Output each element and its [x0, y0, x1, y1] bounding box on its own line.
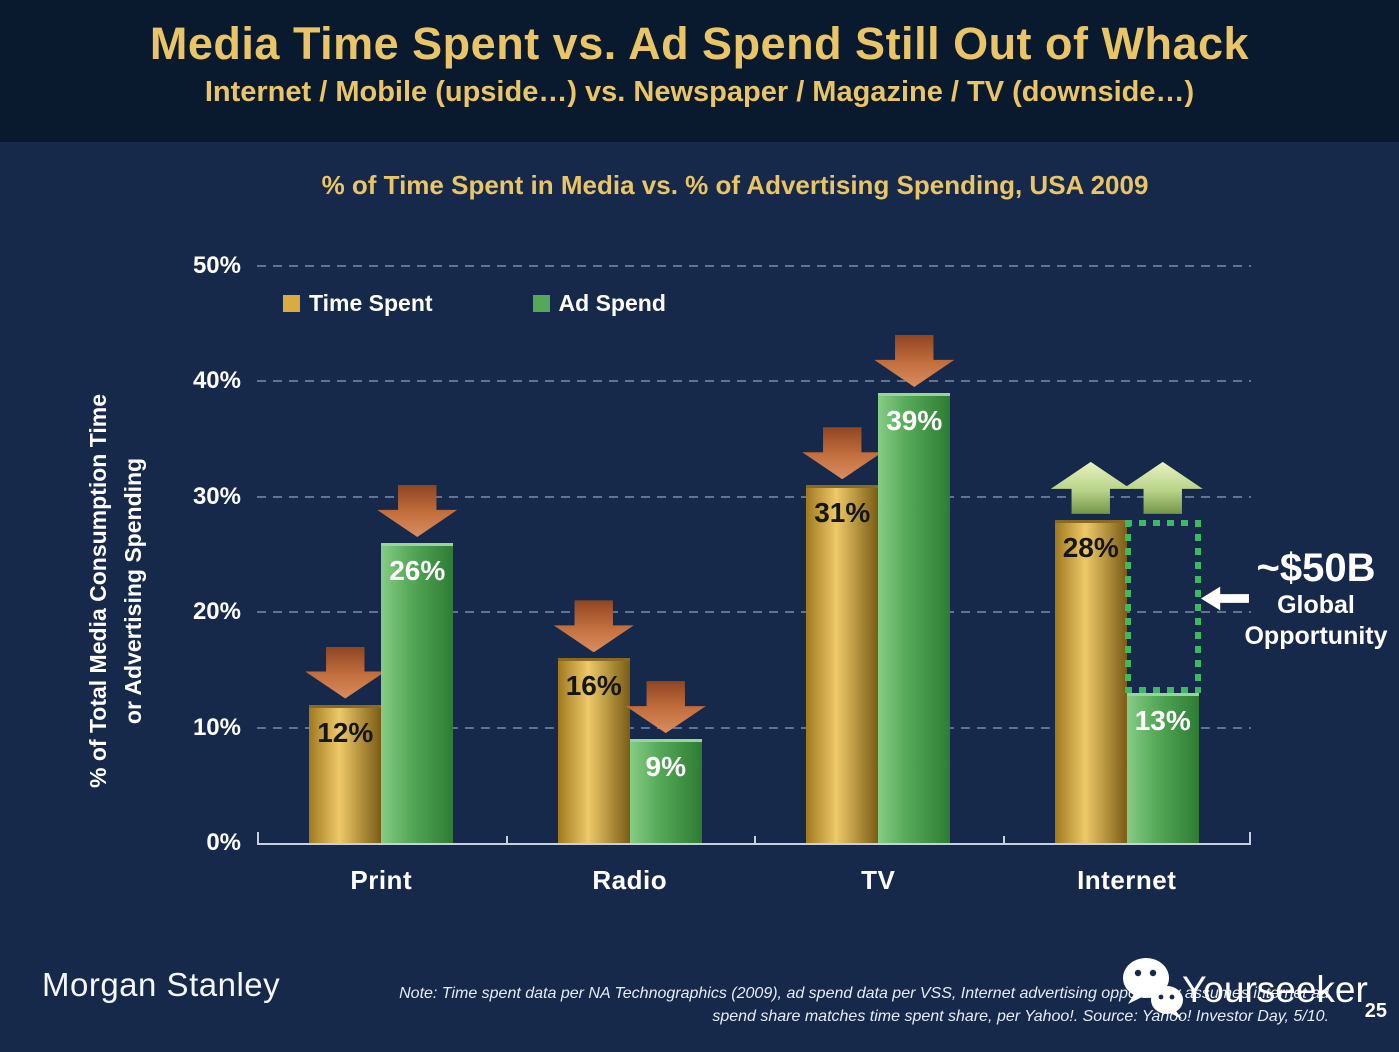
- x-axis-tick: [505, 836, 508, 845]
- legend-swatch-icon: [283, 295, 300, 312]
- y-tick-label-0%: 0%: [206, 829, 241, 856]
- bar-value-label-ad-spend-radio: 9%: [645, 751, 686, 783]
- legend-item-ad-spend: Ad Spend: [532, 290, 666, 317]
- legend-item-time-spent: Time Spent: [283, 290, 433, 317]
- x-axis-tick: [1249, 832, 1251, 845]
- bar-value-label-time-spent-print: 12%: [317, 716, 374, 748]
- bar-group-radio: 16% 9%: [506, 268, 755, 843]
- down-arrow-icon-tv: [802, 427, 883, 480]
- bar-time-spent-internet: [1054, 519, 1127, 843]
- bar-value-label-time-spent-tv: 31%: [814, 497, 871, 529]
- bar-time-spent-print: [309, 704, 382, 843]
- down-arrow-icon-radio: [625, 681, 706, 734]
- opportunity-rect: [1124, 519, 1201, 693]
- y-axis-title-line2: or Advertising Spending: [120, 457, 146, 725]
- gridline-10%: [257, 726, 1251, 729]
- slide-subtitle: Internet / Mobile (upside…) vs. Newspape…: [204, 76, 1195, 108]
- y-tick-label-20%: 20%: [192, 598, 241, 626]
- gridline-50%: [257, 265, 1251, 267]
- gridline-20%: [257, 611, 1251, 614]
- down-arrow-icon-radio: [553, 600, 634, 653]
- chart-legend: Time Spent Ad Spend: [283, 290, 766, 317]
- down-arrow-icon-print: [377, 484, 458, 537]
- bar-group-print: 12% 26%: [257, 268, 506, 843]
- up-arrow-icon-internet: [1050, 461, 1131, 514]
- down-arrow-icon-print: [305, 646, 386, 699]
- down-arrow-icon-tv: [874, 334, 955, 387]
- category-label-internet: Internet: [1077, 865, 1177, 895]
- opportunity-label-line1: Global: [1277, 591, 1355, 619]
- bar-value-label-ad-spend-internet: 13%: [1134, 704, 1191, 736]
- bar-time-spent-tv: [806, 485, 879, 843]
- y-axis-title: % of Total Media Consumption Time or Adv…: [81, 281, 151, 901]
- gridline-30%: [257, 495, 1251, 498]
- bar-value-label-time-spent-radio: 16%: [565, 670, 622, 702]
- opportunity-annotation: ~$50B Global Opportunity: [1238, 546, 1394, 652]
- wechat-icon: [1123, 958, 1183, 1019]
- gridline-40%: [257, 380, 1251, 383]
- bar-value-label-ad-spend-tv: 39%: [886, 404, 943, 436]
- up-arrow-icon-internet: [1122, 461, 1203, 514]
- bar-ad-spend-tv: [878, 392, 951, 843]
- y-tick-label-30%: 30%: [192, 482, 241, 510]
- legend-label: Time Spent: [309, 290, 433, 316]
- watermark-text: Yourseeker: [1182, 969, 1368, 1010]
- bar-group-internet: 28% 13%: [1003, 268, 1252, 843]
- chart-title: % of Time Spent in Media vs. % of Advert…: [321, 170, 1149, 200]
- page-number: 25: [1364, 1000, 1387, 1022]
- bar-group-tv: 31% 39%: [754, 268, 1003, 843]
- bar-ad-spend-internet: [1126, 692, 1199, 843]
- bar-ad-spend-radio: [629, 739, 702, 843]
- opportunity-label-line2: Opportunity: [1244, 622, 1388, 650]
- footnote-line1: Note: Time spent data per NA Technograph…: [399, 985, 1329, 1002]
- y-tick-label-50%: 50%: [192, 252, 241, 279]
- watermark: Yourseeker: [1112, 952, 1368, 1028]
- bar-value-label-ad-spend-print: 26%: [389, 554, 446, 586]
- slide-header: Media Time Spent vs. Ad Spend Still Out …: [0, 0, 1399, 142]
- x-axis-tick: [257, 832, 259, 845]
- y-tick-label-40%: 40%: [192, 367, 241, 395]
- x-axis-tick: [1002, 836, 1005, 845]
- bar-time-spent-radio: [557, 658, 630, 843]
- plot-area: Time Spent Ad Spend 0% 10% 20% 30% 40% 50% 12% 2…: [193, 252, 1252, 895]
- legend-swatch-icon: [532, 295, 550, 312]
- legend-label: Ad Spend: [558, 290, 666, 316]
- bar-value-label-time-spent-internet: 28%: [1062, 531, 1119, 563]
- opportunity-amount: ~$50B: [1256, 546, 1376, 590]
- x-axis-tick: [754, 836, 756, 845]
- category-label-radio: Radio: [592, 865, 668, 895]
- category-label-tv: TV: [861, 865, 896, 895]
- y-axis-title-line1: % of Total Media Consumption Time: [85, 394, 111, 788]
- morgan-stanley-logo: Morgan Stanley: [42, 966, 281, 1003]
- y-tick-label-10%: 10%: [192, 713, 241, 741]
- slide-title: Media Time Spent vs. Ad Spend Still Out …: [149, 18, 1250, 69]
- category-label-print: Print: [350, 865, 413, 895]
- bar-ad-spend-print: [381, 542, 454, 843]
